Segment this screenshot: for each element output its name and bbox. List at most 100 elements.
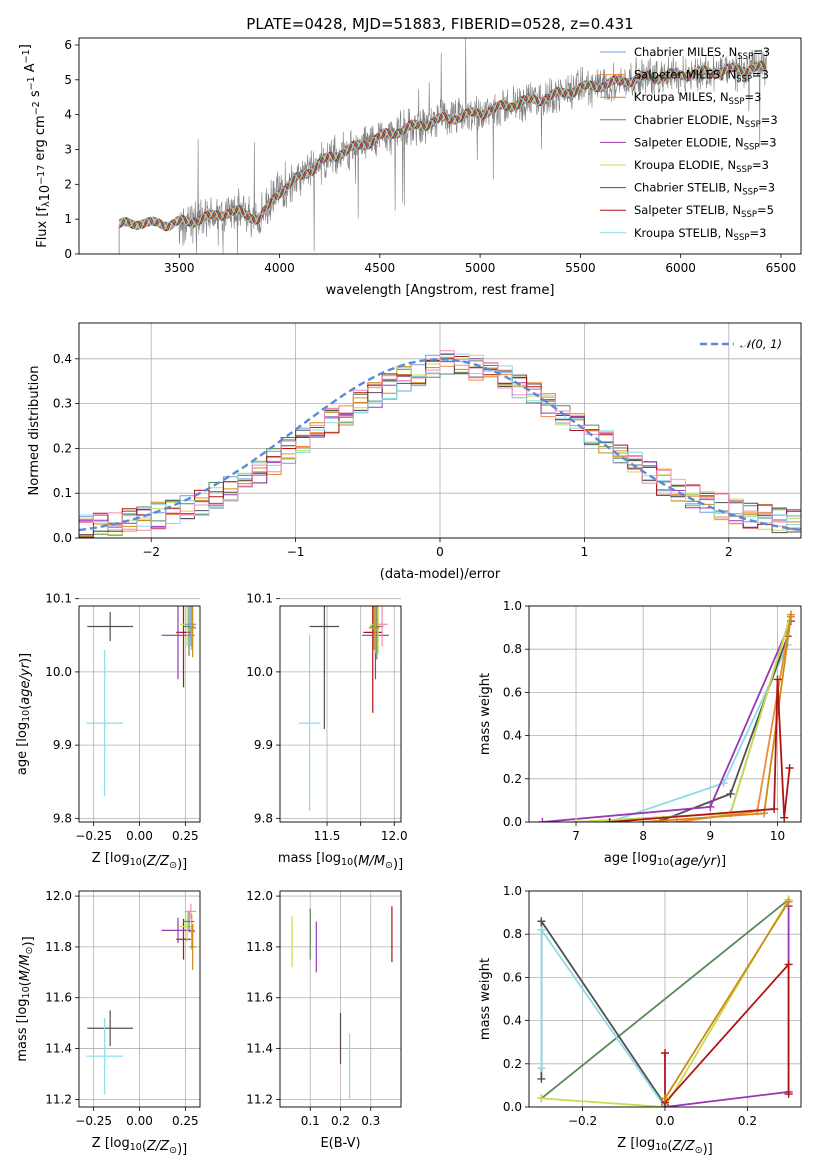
x-tick-label: 0.00 [126,1114,153,1128]
data-point [86,1018,123,1095]
x-axis-label: Z [log10(Z/Z⊙)] [92,1136,187,1157]
x-tick-label: 12.0 [381,829,408,843]
y-tick-label: 0.2 [503,772,522,786]
weight-marker [770,805,779,814]
x-tick-label: 0.25 [172,829,199,843]
data-point [87,611,134,642]
x-tick-label: 0 [436,545,444,559]
y-tick-label: 0.0 [503,1100,522,1114]
axes-frame [78,37,802,255]
weight-marker [706,802,715,811]
y-tick-label: 11.6 [246,991,273,1005]
weight-marker [605,818,614,822]
chart-weight-vs-z: −0.2 0.0 0.2 0.0 0.2 0.4 0.6 0.8 1.0 Z [log10(Z/Z… [478,884,802,1157]
y-tick-label: 11.6 [45,991,72,1005]
x-tick-label: 2 [725,545,733,559]
x-axis-label: Z [log10(Z/Z⊙)] [617,1136,712,1157]
chart-mass-vs-z: −0.25 0.00 0.25 11.2 11.4 11.6 11.8 12.0 Z [log1… [15,889,201,1157]
grid-lines [280,598,401,822]
grid-lines [79,891,200,1107]
legend-entry: Kroupa MILES, NSSP=3 [634,90,761,107]
weight-series-line [664,962,790,1106]
x-tick-label: 0.0 [655,1114,674,1128]
weight-series-line [540,927,666,1107]
x-tick-label: −2 [142,545,160,559]
y-axis-label: mass weight [478,958,493,1040]
y-tick-label: 0.3 [53,397,72,411]
ticks: −2 −1 0 1 2 0.0 0.1 0.2 0.3 0.4 [53,352,733,559]
weight-marker [784,1090,793,1099]
x-axis-label: wavelength [Angstrom, rest frame] [326,283,555,298]
x-tick-label: 0.2 [738,1114,757,1128]
data-point [189,924,197,970]
y-tick-label: 4 [64,108,72,122]
legend-entry: Salpeter STELIB, NSSP=5 [634,203,774,220]
weight-marker [538,818,547,822]
x-tick-label: 7 [572,829,580,843]
plot-area [298,606,389,812]
y-axis-label: Normed distribution [27,366,42,496]
y-tick-label: 9.8 [53,811,72,825]
y-tick-label: 9.9 [254,738,273,752]
y-tick-label: 12.0 [246,889,273,903]
x-tick-label: 4500 [365,261,396,275]
x-tick-label: 3500 [164,261,195,275]
normal-curve [79,358,801,532]
plot-area [86,606,197,797]
axes-frame [78,322,802,539]
x-tick-label: −0.25 [75,1114,112,1128]
y-tick-label: 3 [64,142,72,156]
y-tick-label: 11.4 [45,1042,72,1056]
x-tick-label: 8 [639,829,647,843]
data-point [86,649,123,797]
x-axis-label: Z [log10(Z/Z⊙)] [92,851,187,872]
ticks: −0.25 0.00 0.25 11.2 11.4 11.6 11.8 12.0 [45,889,198,1128]
ticks: 11.5 12.0 9.8 9.9 10.0 10.1 [246,592,407,843]
legend-entry: Chabrier STELIB, NSSP=3 [634,181,775,198]
legend: Chabrier MILES, NSSP=3 Salpeter MILES, NS… [600,45,778,243]
weight-marker [572,818,581,822]
weight-marker [784,897,793,906]
x-tick-label: 1 [581,545,589,559]
y-tick-label: 9.8 [254,811,273,825]
weight-series-line [542,620,792,822]
y-axis-label: Flux [fλ10−17 erg cm−2 s−1 A−1] [18,44,53,248]
weight-series-line [664,901,790,1099]
legend-entry: Salpeter ELODIE, NSSP=3 [634,135,777,152]
y-tick-label: 10.0 [246,665,273,679]
ticks: −0.25 0.00 0.25 9.8 9.9 10.0 10.1 [45,592,198,843]
y-axis-label: mass weight [478,673,493,755]
data-point [185,606,197,647]
axes-frame [528,605,802,823]
x-tick-label: 5500 [565,261,596,275]
chart-residuals: −2 −1 0 1 2 0.0 0.1 0.2 0.3 0.4 (data-model)/error… [27,322,802,582]
x-tick-label: 0.00 [126,829,153,843]
legend-entry: Salpeter MILES, NSSP=3 [634,68,769,85]
y-tick-label: 2 [64,177,72,191]
weight-marker [537,1064,546,1073]
y-tick-label: 0.8 [503,927,522,941]
y-tick-label: 9.9 [53,738,72,752]
weight-series-line [662,635,789,821]
x-tick-label: 4000 [264,261,295,275]
legend-entry: Kroupa STELIB, NSSP=3 [634,226,766,243]
legend-entry: Chabrier MILES, NSSP=3 [634,45,770,62]
ticks: 7 8 9 10 0.0 0.2 0.4 0.6 0.8 1.0 [503,599,785,843]
weight-marker [537,1094,546,1103]
x-tick-label: 9 [707,829,715,843]
y-tick-label: 12.0 [45,889,72,903]
x-tick-label: 6500 [766,261,797,275]
plot-area [537,895,793,1107]
legend-entry: Chabrier ELODIE, NSSP=3 [634,113,778,130]
y-tick-label: 10.0 [45,665,72,679]
axes-frame [279,890,402,1108]
y-tick-label: 0.4 [503,729,522,743]
weight-marker [773,675,782,684]
axes-frame [528,890,802,1108]
legend-entry: 𝒩(0, 1) [740,337,782,351]
x-tick-label: 0.25 [172,1114,199,1128]
weight-marker [786,612,795,621]
weight-marker [780,813,789,822]
chart-spectrum: 3500 4000 4500 5000 5500 6000 6500 0 1 2 3 4 5 6 wavel… [18,37,802,298]
